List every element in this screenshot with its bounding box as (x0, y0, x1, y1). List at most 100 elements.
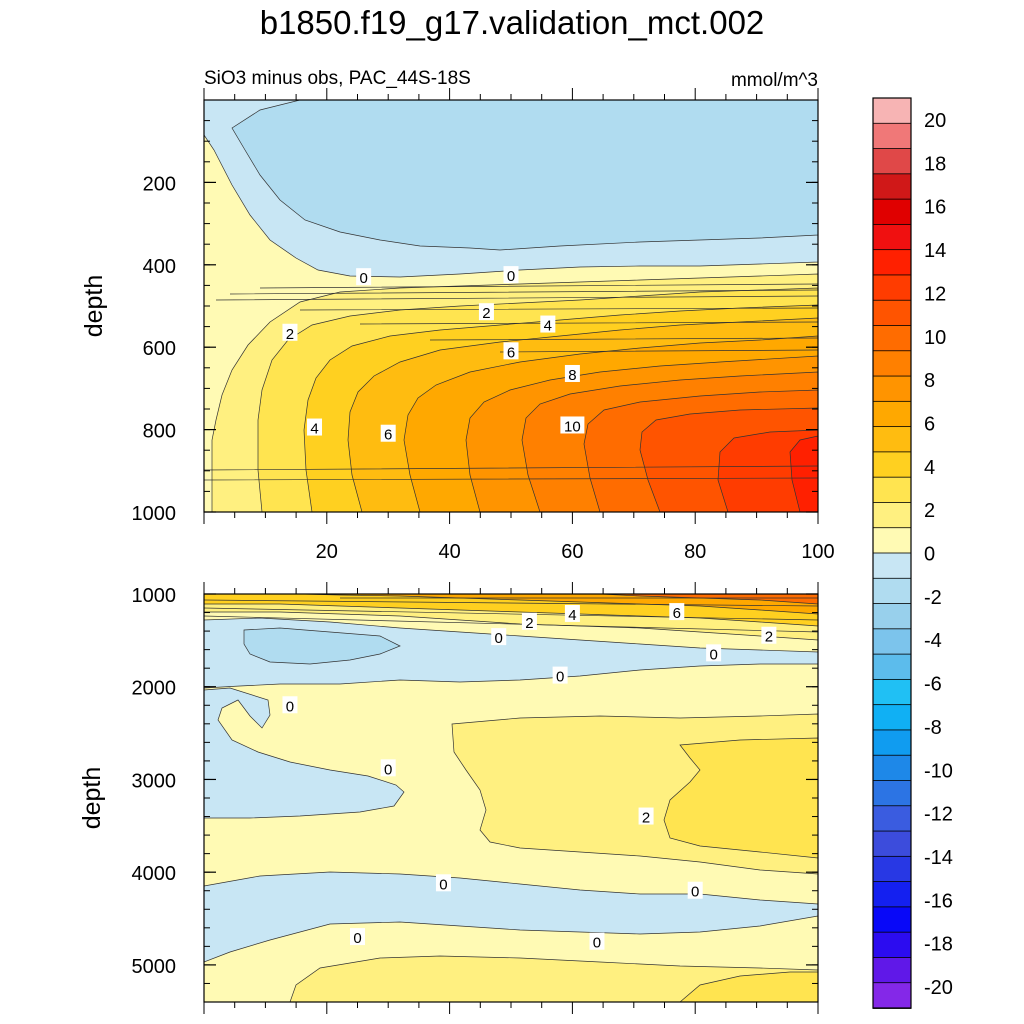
contour-label-text: 10 (564, 418, 581, 435)
ytick-label: 4000 (132, 863, 177, 885)
contour-label: 2 (761, 626, 777, 646)
colorbar-label: -8 (924, 717, 942, 739)
lower-fill-bottom-2 (289, 955, 818, 1002)
contour-label-bg (552, 666, 568, 684)
contour-label-bg (503, 266, 519, 284)
ytick-label: 200 (143, 173, 176, 195)
contour-label-text: 4 (310, 421, 318, 438)
colorbar-swatch (872, 881, 912, 908)
contour-label-bg (521, 612, 537, 630)
contour-label: 0 (491, 628, 507, 647)
colorbar-label: 10 (924, 327, 946, 349)
xtick-label: 60 (561, 541, 583, 563)
contour-label: 0 (350, 928, 365, 947)
contour-label-text: 2 (765, 629, 773, 646)
contour-label-text: 0 (556, 669, 564, 686)
colorbar-swatch (872, 527, 912, 554)
colorbar-swatch (872, 678, 912, 706)
contour-label-bg (282, 323, 298, 341)
colorbar-swatch (872, 249, 912, 276)
contour-label-text: 2 (286, 326, 294, 343)
colorbar-swatch (872, 502, 912, 529)
contour-label-text: 4 (544, 318, 552, 335)
contour-label-bg (478, 303, 494, 321)
contour-label: 0 (589, 932, 605, 952)
colorbar-label: 16 (924, 197, 946, 219)
contour-label: 0 (356, 268, 372, 287)
contour-label-bg (669, 603, 685, 621)
lower-fill-mid-4 (663, 737, 818, 859)
contour-label: 4 (307, 418, 323, 438)
colorbar-swatch (872, 299, 912, 327)
colorbar-swatch (872, 198, 912, 226)
ytick-label: 400 (143, 256, 176, 278)
contour-label-bg (350, 928, 365, 946)
colorbar-swatch (872, 780, 912, 807)
contour-label: 6 (380, 424, 396, 444)
colorbar-label: -4 (924, 630, 942, 652)
contour-label-text: 2 (525, 615, 533, 632)
contour-label: 2 (282, 323, 298, 343)
colorbar-swatch (872, 577, 912, 605)
contour-label-bg (761, 626, 777, 644)
colorbar-swatch (872, 476, 912, 504)
contour-label-text: 2 (482, 305, 490, 322)
colorbar-swatch (872, 122, 912, 150)
colorbar-frame (872, 97, 912, 1009)
colorbar-label: -6 (924, 674, 942, 696)
contour-label-text: 4 (568, 607, 576, 624)
contour-label-text: 0 (359, 270, 367, 287)
colorbar-label: 20 (924, 110, 946, 132)
contour-label-bg (687, 881, 703, 899)
contour-label: 0 (380, 759, 396, 778)
colorbar-label: -10 (924, 760, 953, 782)
contour-label-bg (503, 342, 519, 360)
contour-label: 0 (503, 266, 519, 285)
lower-ylabel: depth (78, 767, 106, 830)
contour-label-bg (564, 364, 580, 382)
ytick-label: 600 (143, 338, 176, 360)
colorbar-swatch (872, 931, 912, 959)
colorbar: 20181614121086420-2-4-6-8-10-12-14-16-18… (872, 97, 953, 1009)
colorbar-swatch (872, 704, 912, 731)
contour-label-text: 6 (507, 344, 515, 361)
contour-label: 4 (540, 315, 556, 335)
contour-label: 0 (282, 696, 298, 715)
colorbar-swatch (872, 552, 912, 580)
colorbar-swatch (872, 426, 912, 453)
subtitle-left: SiO3 minus obs, PAC_44S-18S (204, 68, 471, 89)
contour-label-text: 6 (384, 427, 392, 444)
contour-label: 2 (521, 612, 537, 632)
colorbar-label: -18 (924, 934, 953, 956)
contour-label: 4 (564, 604, 580, 624)
upper-contour-fills (204, 100, 818, 512)
colorbar-swatch (872, 855, 912, 883)
contour-label: 2 (638, 807, 654, 827)
lower-contour-lines (204, 597, 818, 633)
colorbar-label: 18 (924, 153, 946, 175)
colorbar-label: 12 (924, 283, 946, 305)
contour-label-bg (435, 874, 451, 892)
lower-fill-negative-lobe (204, 687, 405, 819)
colorbar-label: -14 (924, 847, 953, 869)
colorbar-swatch (872, 375, 912, 403)
colorbar-label: 14 (924, 240, 946, 262)
colorbar-swatch (872, 173, 912, 201)
contour-label: 2 (478, 303, 494, 322)
contour-label-bg (589, 932, 605, 950)
ytick-label: 1000 (132, 503, 177, 525)
contour-label-text: 2 (642, 810, 650, 827)
contour-label: 6 (503, 342, 519, 361)
contour-label-bg (560, 416, 585, 434)
lower-contour-fills (204, 594, 818, 1002)
contour-label-text: 0 (286, 698, 294, 715)
colorbar-swatch (872, 906, 912, 934)
contour-label-bg (564, 604, 580, 622)
contour-label-text: 6 (673, 605, 681, 622)
ytick-label: 5000 (132, 956, 177, 978)
upper-ylabel: depth (80, 275, 108, 338)
